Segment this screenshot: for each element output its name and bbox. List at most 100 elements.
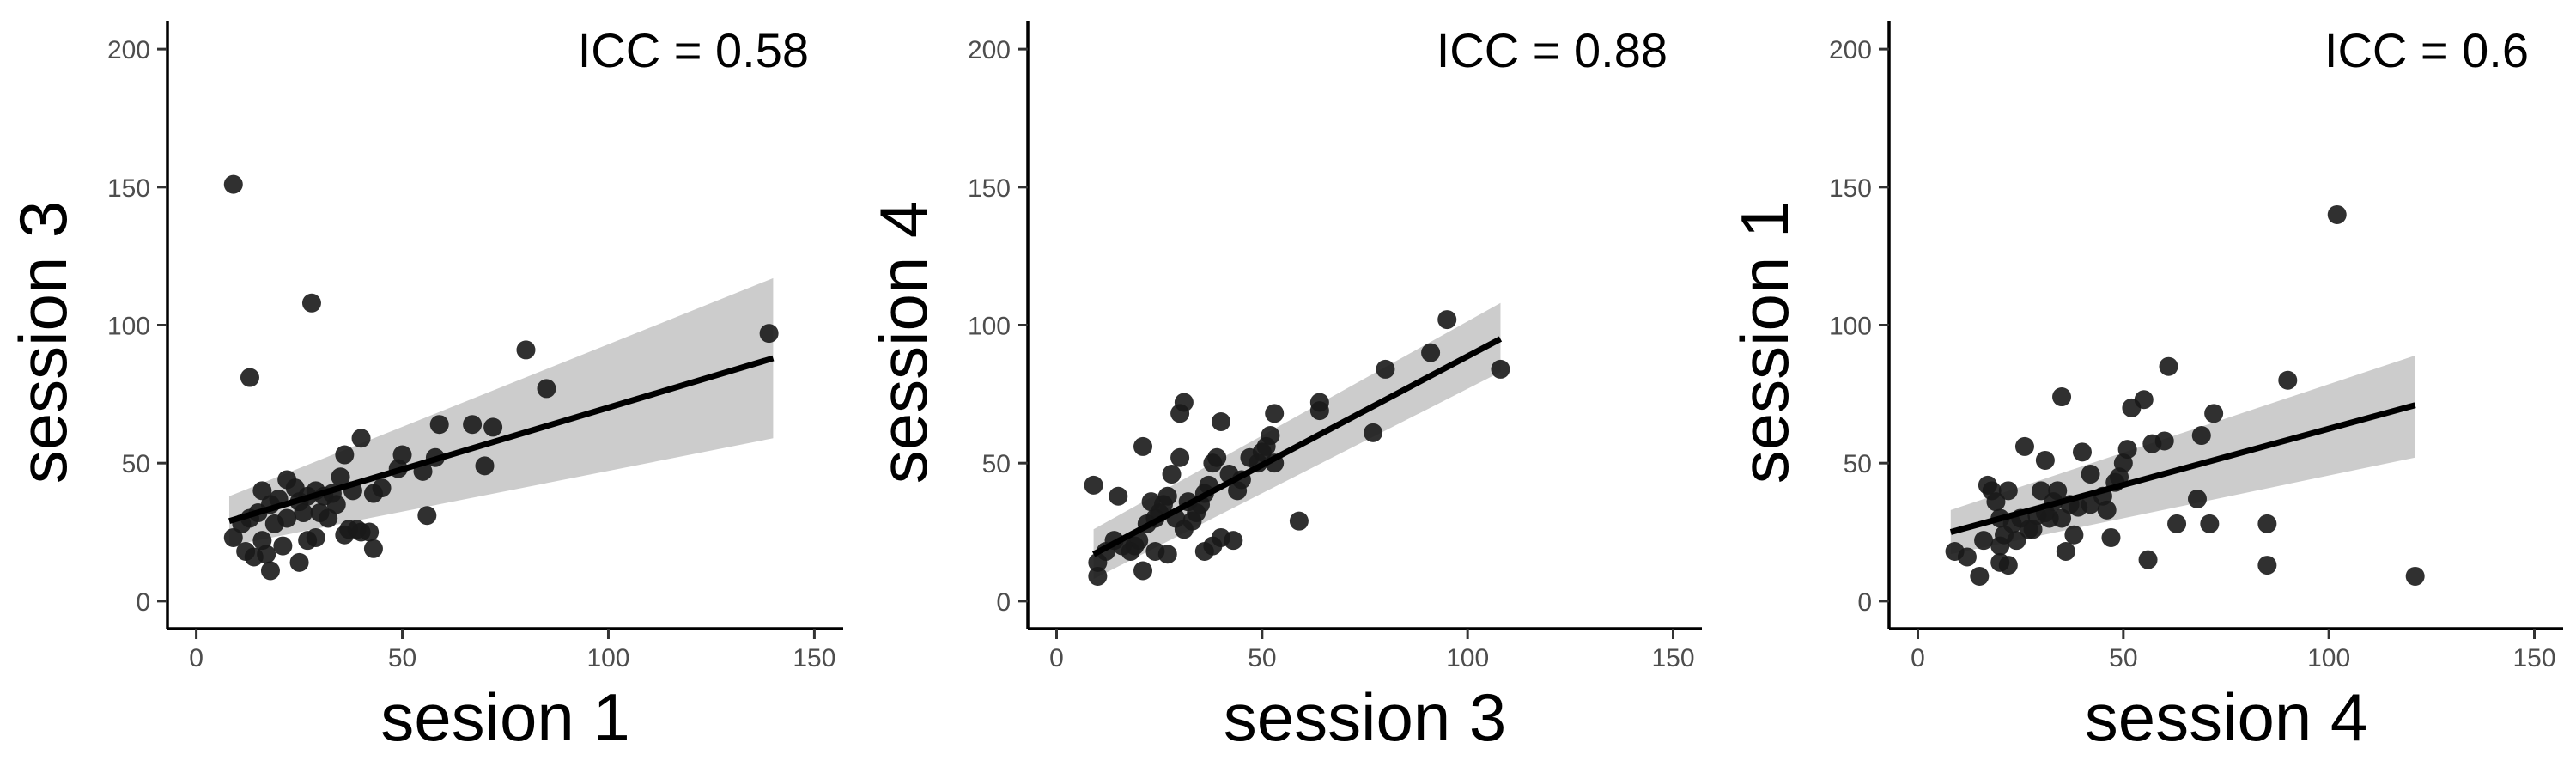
data-point xyxy=(301,293,321,313)
data-point xyxy=(2032,481,2051,501)
x-tick-label: 100 xyxy=(1446,644,1489,673)
data-point xyxy=(1990,536,2010,556)
icc-annotation: ICC = 0.6 xyxy=(2324,23,2529,77)
regression-line xyxy=(1091,336,1503,557)
data-point xyxy=(289,552,309,572)
data-point xyxy=(2081,495,2100,514)
data-point xyxy=(1974,531,1994,551)
y-tick-label: 0 xyxy=(996,588,1011,617)
data-point xyxy=(273,536,293,556)
data-point xyxy=(1141,492,1161,512)
data-point xyxy=(2101,527,2121,547)
data-point xyxy=(2081,465,2100,484)
data-point xyxy=(2019,520,2038,539)
panel-session1-vs-session3: 0 50 100 150 0 50 100 150 200 sesion 1 session 3 IC… xyxy=(5,21,843,755)
data-point xyxy=(1491,359,1510,379)
data-point xyxy=(2052,387,2072,407)
confidence-band xyxy=(228,277,774,546)
data-point xyxy=(1978,475,1997,495)
y-tick-label: 0 xyxy=(1857,588,1872,617)
data-point xyxy=(1170,404,1190,423)
data-point xyxy=(1109,486,1128,506)
data-point xyxy=(1088,566,1108,586)
x-tick-label: 150 xyxy=(793,644,835,673)
data-point xyxy=(2097,500,2117,520)
data-point xyxy=(1211,411,1230,431)
regression-line xyxy=(1949,402,2416,535)
data-point xyxy=(2257,556,2277,575)
y-tick-label: 150 xyxy=(968,174,1011,203)
data-point xyxy=(1376,359,1395,379)
data-point xyxy=(2257,514,2277,533)
data-point xyxy=(306,527,325,547)
data-point xyxy=(1084,475,1103,495)
y-axis-title: session 1 xyxy=(1727,201,1802,484)
data-point xyxy=(363,539,383,558)
data-point xyxy=(1309,401,1329,421)
x-tick-label: 50 xyxy=(388,644,416,673)
data-point xyxy=(223,174,243,194)
x-axis-title: session 3 xyxy=(1224,679,1507,755)
panel-session3-vs-session4: 0 50 100 150 0 50 100 150 200 session 3 session 4 I… xyxy=(866,21,1702,755)
data-point xyxy=(2327,204,2347,224)
data-point xyxy=(2200,514,2220,533)
data-point xyxy=(2405,566,2425,586)
data-point xyxy=(351,429,371,448)
data-point xyxy=(335,445,355,465)
data-point xyxy=(2064,525,2084,545)
data-point xyxy=(2167,514,2187,533)
y-tick-label: 50 xyxy=(982,450,1011,478)
regression-line xyxy=(228,355,775,525)
x-tick-label: 0 xyxy=(1049,644,1064,673)
data-point xyxy=(1133,436,1153,456)
data-point xyxy=(2191,426,2211,446)
data-point xyxy=(1170,447,1190,467)
data-point xyxy=(363,484,383,503)
data-point xyxy=(1224,531,1243,551)
y-tick-label: 50 xyxy=(1844,450,1872,478)
y-tick-label: 150 xyxy=(1829,174,1872,203)
data-point xyxy=(1945,542,1965,562)
x-tick-label: 150 xyxy=(2512,644,2555,673)
data-point xyxy=(2072,442,2092,462)
data-point xyxy=(1133,561,1153,581)
data-point xyxy=(1421,343,1441,362)
data-point xyxy=(1364,423,1383,442)
data-point xyxy=(2056,542,2075,562)
data-point xyxy=(319,508,338,528)
y-axis-title: session 4 xyxy=(866,201,941,484)
data-point xyxy=(326,495,346,514)
data-point xyxy=(223,527,243,547)
y-tick-label: 150 xyxy=(107,174,150,203)
data-point xyxy=(240,368,259,387)
data-point xyxy=(257,545,276,564)
data-point xyxy=(2014,436,2034,456)
x-tick-label: 150 xyxy=(1651,644,1694,673)
data-point xyxy=(264,514,284,533)
data-point xyxy=(516,340,536,360)
y-tick-label: 0 xyxy=(136,588,150,617)
data-point xyxy=(1182,511,1202,531)
data-point xyxy=(260,561,280,581)
data-point xyxy=(2159,356,2178,376)
x-axis-title: session 4 xyxy=(2085,679,2368,755)
x-tick-label: 50 xyxy=(1248,644,1276,673)
x-axis-title: sesion 1 xyxy=(380,679,630,755)
data-point xyxy=(1240,447,1260,467)
data-point xyxy=(277,470,297,490)
panel-session4-vs-session1: 0 50 100 150 0 50 100 150 200 session 4 session 1 I… xyxy=(1727,21,2563,755)
x-tick-label: 0 xyxy=(189,644,204,673)
confidence-band xyxy=(1093,302,1501,580)
data-point xyxy=(1088,552,1108,572)
data-point xyxy=(1157,545,1177,564)
data-point xyxy=(475,456,495,476)
icc-annotation: ICC = 0.58 xyxy=(578,23,809,77)
data-point xyxy=(759,324,779,344)
y-axis-title: session 3 xyxy=(5,201,81,484)
y-tick-label: 100 xyxy=(107,313,150,341)
data-point xyxy=(417,506,437,526)
data-point xyxy=(2278,370,2298,390)
data-point xyxy=(1289,511,1309,531)
data-point xyxy=(1998,556,2018,575)
